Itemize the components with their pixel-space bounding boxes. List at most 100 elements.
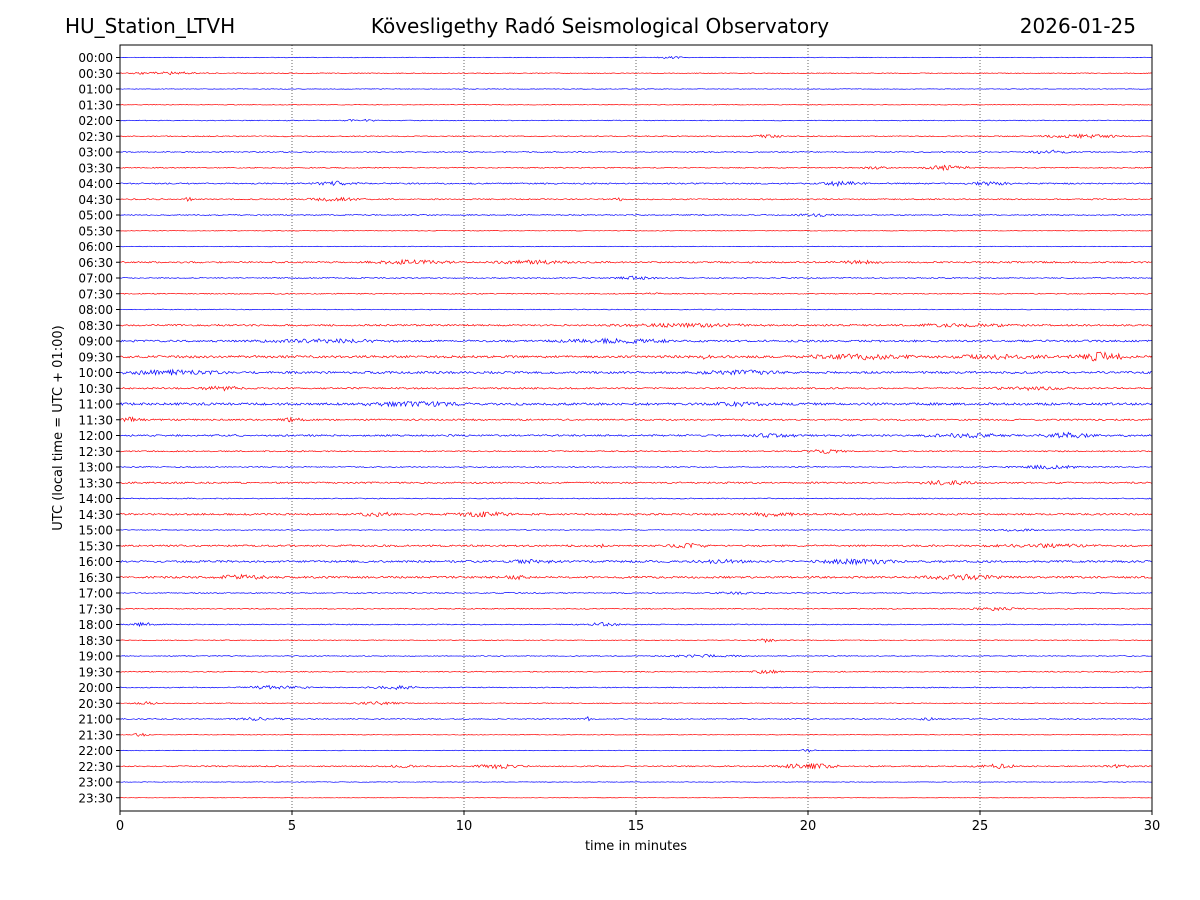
y-tick-label-0930: 09:30 xyxy=(78,350,113,364)
gridlines xyxy=(291,45,981,811)
trace-0000 xyxy=(119,56,1153,60)
y-tick-label-0530: 05:30 xyxy=(78,224,113,238)
y-tick-label-0830: 08:30 xyxy=(78,319,113,333)
y-tick-label-0900: 09:00 xyxy=(78,335,113,349)
trace-0030 xyxy=(119,71,1153,76)
y-tick-label-1630: 16:30 xyxy=(78,571,113,585)
trace-0530 xyxy=(119,230,1153,232)
y-tick-label-0500: 05:00 xyxy=(78,209,113,223)
trace-1200 xyxy=(119,431,1153,439)
trace-2230 xyxy=(119,762,1153,770)
trace-1600 xyxy=(119,558,1153,566)
trace-2030 xyxy=(119,701,1153,706)
trace-0800 xyxy=(120,308,1153,311)
trace-0100 xyxy=(120,88,1153,90)
y-axis-label: UTC (local time = UTC + 01:00) xyxy=(51,325,66,530)
y-tick-label-0000: 00:00 xyxy=(78,51,113,65)
y-tick-label-0300: 03:00 xyxy=(78,146,113,160)
x-tick-label-20: 20 xyxy=(800,819,817,834)
seismic-traces xyxy=(119,56,1153,799)
y-tick-label-0600: 06:00 xyxy=(78,240,113,254)
y-tick-label-0400: 04:00 xyxy=(78,177,113,191)
x-tick-label-15: 15 xyxy=(628,819,645,834)
trace-0330 xyxy=(119,164,1153,172)
trace-1100 xyxy=(119,400,1153,408)
y-tick-label-2330: 23:30 xyxy=(78,791,113,805)
y-tick-label-0630: 06:30 xyxy=(78,256,113,270)
y-tick-label-1830: 18:30 xyxy=(78,634,113,648)
y-tick-label-1530: 15:30 xyxy=(78,539,113,553)
trace-0200 xyxy=(119,118,1153,122)
x-axis-label: time in minutes xyxy=(585,839,687,854)
y-tick-label-2200: 22:00 xyxy=(78,744,113,758)
plot-frame xyxy=(119,44,1153,812)
trace-1230 xyxy=(119,449,1153,454)
trace-0600 xyxy=(119,245,1153,248)
x-tick-label-30: 30 xyxy=(1144,819,1161,834)
y-tick-label-0100: 01:00 xyxy=(78,83,113,97)
trace-0900 xyxy=(119,337,1153,345)
y-tick-label-0200: 02:00 xyxy=(78,114,113,128)
trace-2000 xyxy=(119,684,1153,691)
y-tick-label-2030: 20:30 xyxy=(78,697,113,711)
trace-0730 xyxy=(119,292,1153,295)
x-tick-label-5: 5 xyxy=(288,819,296,834)
trace-2100 xyxy=(119,716,1153,722)
trace-0300 xyxy=(119,149,1153,155)
y-tick-label-2100: 21:00 xyxy=(78,713,113,727)
trace-2130 xyxy=(119,732,1153,737)
trace-0130 xyxy=(119,104,1153,106)
y-tick-label-1730: 17:30 xyxy=(78,602,113,616)
chart-title: Kövesligethy Radó Seismological Observat… xyxy=(370,14,830,38)
y-tick-label-0230: 02:30 xyxy=(78,130,113,144)
y-tick-label-1330: 13:30 xyxy=(78,476,113,490)
trace-2200 xyxy=(120,748,1153,753)
y-tick-label-1800: 18:00 xyxy=(78,618,113,632)
trace-1630 xyxy=(119,573,1153,581)
trace-0430 xyxy=(119,196,1153,202)
y-tick-label-2000: 20:00 xyxy=(78,681,113,695)
y-tick-label-1930: 19:30 xyxy=(78,665,113,679)
x-tick-labels: 0 5 10 15 20 25 30 xyxy=(116,811,1160,834)
trace-1030 xyxy=(119,385,1153,392)
trace-1500 xyxy=(120,528,1153,532)
trace-0930 xyxy=(119,351,1153,362)
y-tick-label-1900: 19:00 xyxy=(78,650,113,664)
trace-1930 xyxy=(119,669,1153,675)
trace-0400 xyxy=(119,180,1153,188)
y-tick-label-1000: 10:00 xyxy=(78,366,113,380)
y-tick-label-1230: 12:30 xyxy=(78,445,113,459)
y-tick-label-0700: 07:00 xyxy=(78,272,113,286)
y-tick-label-2300: 23:00 xyxy=(78,776,113,790)
trace-1000 xyxy=(119,368,1153,376)
trace-0830 xyxy=(119,322,1153,329)
trace-0630 xyxy=(119,258,1153,265)
y-tick-label-1130: 11:30 xyxy=(78,413,113,427)
trace-1700 xyxy=(119,591,1153,596)
y-tick-label-1600: 16:00 xyxy=(78,555,113,569)
trace-1400 xyxy=(119,497,1153,500)
y-tick-label-0800: 08:00 xyxy=(78,303,113,317)
y-tick-label-1400: 14:00 xyxy=(78,492,113,506)
y-tick-label-1700: 17:00 xyxy=(78,587,113,601)
y-tick-label-2130: 21:30 xyxy=(78,728,113,742)
trace-1300 xyxy=(119,464,1153,470)
y-tick-label-1100: 11:00 xyxy=(78,398,113,412)
trace-0500 xyxy=(119,213,1153,218)
station-name: HU_Station_LTVH xyxy=(65,14,236,38)
chart-date: 2026-01-25 xyxy=(1019,14,1136,38)
x-tick-label-0: 0 xyxy=(116,819,124,834)
y-tick-label-0430: 04:30 xyxy=(78,193,113,207)
y-tick-label-1500: 15:00 xyxy=(78,524,113,538)
y-tick-label-0130: 01:30 xyxy=(78,98,113,112)
trace-0230 xyxy=(119,133,1153,140)
trace-2300 xyxy=(119,781,1153,783)
y-tick-label-1030: 10:30 xyxy=(78,382,113,396)
y-tick-label-0330: 03:30 xyxy=(78,161,113,175)
trace-1330 xyxy=(119,479,1153,486)
y-tick-label-1300: 13:00 xyxy=(78,461,113,475)
y-tick-label-1200: 12:00 xyxy=(78,429,113,443)
trace-1730 xyxy=(119,606,1153,612)
trace-1130 xyxy=(119,416,1153,423)
